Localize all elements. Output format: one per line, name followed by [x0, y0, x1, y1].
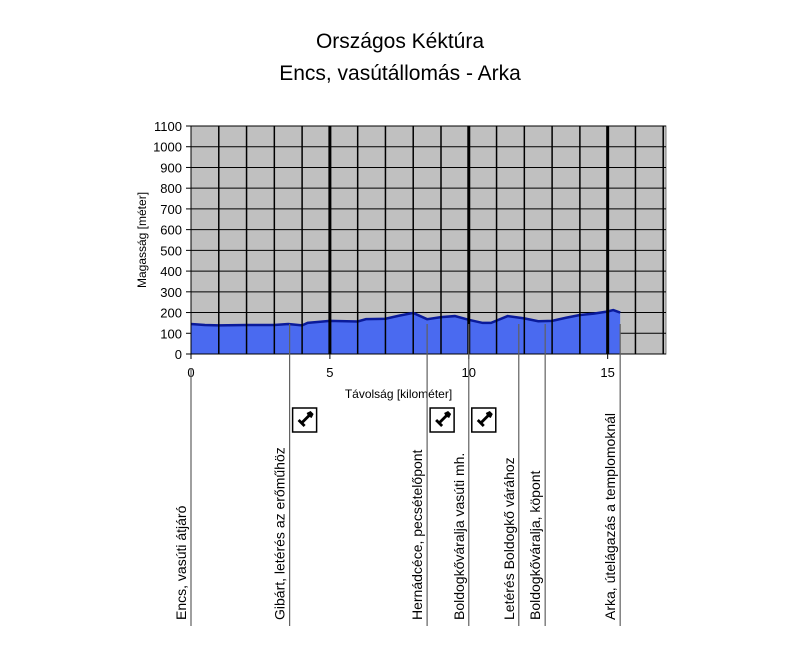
chart-subtitle: Encs, vasútállomás - Arka [279, 62, 521, 85]
chart-title: Országos Kéktúra [315, 30, 485, 53]
y-tick-label: 400 [160, 264, 182, 279]
stamp-icon [429, 407, 455, 433]
x-tick-label: 15 [600, 365, 614, 380]
stamp-icon [291, 407, 318, 433]
y-tick-label: 700 [160, 202, 182, 217]
y-tick-label: 300 [160, 285, 182, 300]
elevation-line [190, 308, 621, 327]
y-tick-label: 500 [160, 243, 182, 258]
waypoint-label: Letérés Boldogkő várához [501, 457, 517, 620]
y-tick-label: 1000 [153, 140, 182, 155]
waypoint-label: Boldogkőváralja, köpont [527, 470, 543, 620]
y-tick-label: 600 [160, 223, 182, 238]
x-axis-label: Távolság [kilométer] [345, 387, 452, 401]
elevation-area [191, 310, 621, 354]
waypoint-label: Encs, vasúti átjáró [173, 505, 189, 620]
y-tick-label: 0 [175, 347, 182, 362]
y-tick-label: 1100 [154, 119, 182, 134]
y-axis-label: Magasság [méter] [135, 192, 149, 288]
y-tick-label: 200 [160, 306, 182, 321]
y-tick-label: 800 [160, 181, 182, 196]
x-tick-label: 5 [326, 365, 333, 380]
waypoint-label: Gibárt, letérés az erőműhöz [272, 447, 288, 620]
y-tick-label: 900 [160, 160, 182, 175]
y-tick-label: 100 [160, 326, 182, 341]
stamp-icon [471, 407, 497, 433]
waypoint-label: Hernádcéce, pecsételőpont [409, 449, 425, 620]
waypoint-label: Arka, útelágazás a templomoknál [602, 413, 618, 620]
waypoint-label: Boldogkőváralja vasúti mh. [451, 453, 467, 620]
